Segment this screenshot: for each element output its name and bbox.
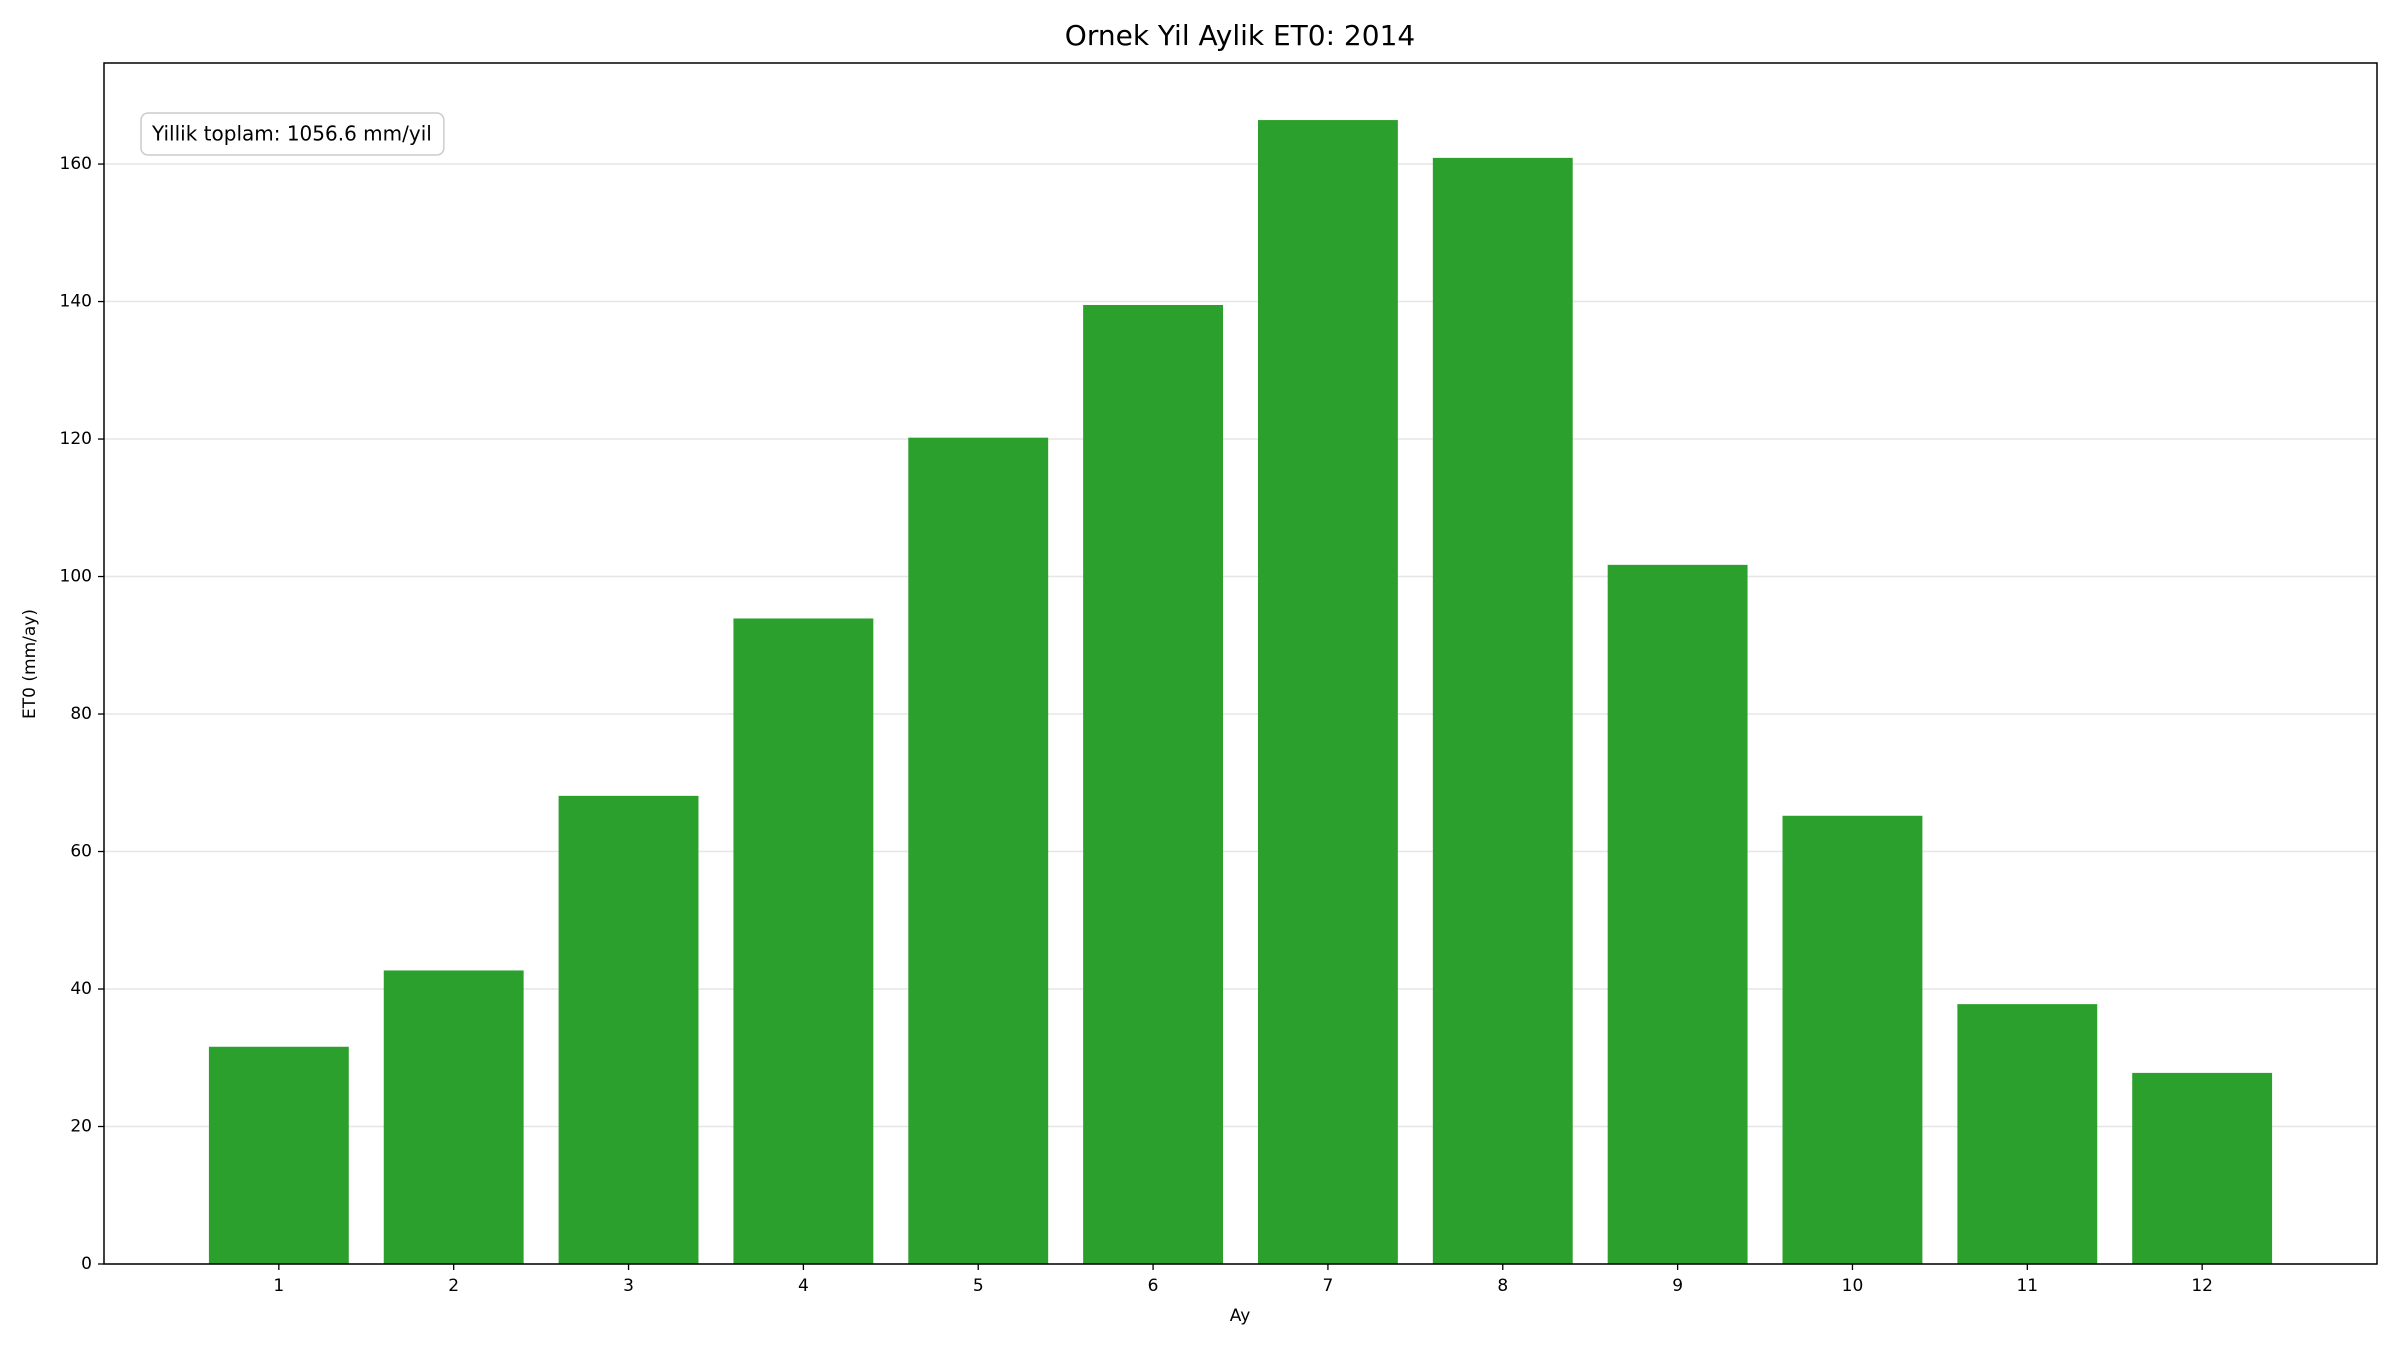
x-tick-label: 6	[1148, 1276, 1159, 1296]
annotation-box	[140, 112, 445, 156]
bar	[383, 970, 524, 1264]
bar	[2132, 1072, 2273, 1264]
x-tick-label: 3	[623, 1276, 634, 1296]
bar	[208, 1046, 349, 1264]
x-tick-label: 9	[1672, 1276, 1683, 1296]
bar	[1782, 815, 1923, 1264]
chart-title: Ornek Yil Aylik ET0: 2014	[1065, 19, 1415, 52]
x-tick-label: 10	[1842, 1276, 1864, 1296]
bar	[1257, 120, 1398, 1264]
x-tick-label: 7	[1323, 1276, 1334, 1296]
y-tick-label: 140	[60, 292, 92, 312]
bar	[1083, 304, 1224, 1264]
axes-frame	[103, 62, 2378, 1265]
bar	[733, 618, 874, 1264]
y-tick-label: 60	[70, 842, 92, 862]
y-tick-label: 160	[60, 154, 92, 174]
x-tick-label: 5	[973, 1276, 984, 1296]
bar	[1432, 157, 1573, 1264]
x-tick-label: 8	[1497, 1276, 1508, 1296]
y-tick-label: 80	[70, 704, 92, 724]
y-tick-label: 20	[70, 1117, 92, 1137]
bar	[558, 795, 699, 1264]
x-tick-label: 4	[798, 1276, 809, 1296]
bar	[1607, 564, 1748, 1264]
x-axis-label: Ay	[1230, 1306, 1251, 1326]
bar	[908, 437, 1049, 1265]
y-axis-label: ET0 (mm/ay)	[20, 609, 40, 719]
y-tick-label: 100	[60, 567, 92, 587]
x-tick-label: 11	[2016, 1276, 2038, 1296]
x-tick-label: 1	[273, 1276, 284, 1296]
bar	[1957, 1004, 2098, 1264]
x-tick-label: 12	[2191, 1276, 2213, 1296]
annotation: Yillik toplam: 1056.6 mm/yil	[151, 122, 432, 146]
y-tick-label: 120	[60, 429, 92, 449]
y-tick-label: 40	[70, 979, 92, 999]
y-tick-label: 0	[81, 1254, 92, 1274]
x-tick-label: 2	[448, 1276, 459, 1296]
